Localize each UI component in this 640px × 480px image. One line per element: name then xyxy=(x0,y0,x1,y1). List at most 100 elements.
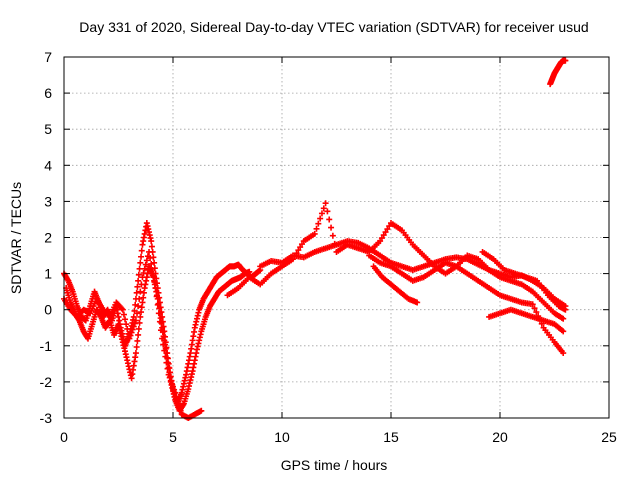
data-point xyxy=(377,238,384,245)
data-point xyxy=(174,396,181,403)
data-point xyxy=(384,226,391,233)
data-point xyxy=(167,377,174,384)
data-point xyxy=(163,359,170,366)
data-point xyxy=(562,306,569,313)
data-point xyxy=(562,57,569,64)
data-point xyxy=(130,313,137,320)
data-point xyxy=(143,257,150,264)
data-point xyxy=(313,225,320,232)
series-sat_h xyxy=(486,306,567,335)
data-point xyxy=(171,386,178,393)
data-point xyxy=(124,325,131,332)
data-point xyxy=(164,365,171,372)
data-point xyxy=(165,371,172,378)
y-tick-label: 1 xyxy=(44,266,52,282)
data-point xyxy=(148,243,155,250)
series-sat_g xyxy=(370,263,421,306)
data-point xyxy=(131,320,138,327)
data-point xyxy=(317,215,324,222)
data-point xyxy=(136,265,143,272)
data-point xyxy=(154,301,161,308)
data-point xyxy=(291,253,298,260)
data-point xyxy=(162,353,169,360)
data-point xyxy=(315,220,322,227)
chart-title: Day 331 of 2020, Sidereal Day-to-day VTE… xyxy=(79,19,588,35)
data-point xyxy=(138,247,145,254)
data-point xyxy=(141,265,148,272)
data-point xyxy=(322,200,329,207)
data-point xyxy=(142,261,149,268)
grid xyxy=(64,57,609,418)
data-point xyxy=(133,344,140,351)
series-sat_j xyxy=(547,57,569,88)
x-tick-label: 0 xyxy=(60,429,68,445)
data-point xyxy=(158,327,165,334)
x-tick-label: 5 xyxy=(169,429,177,445)
data-point xyxy=(380,232,387,239)
series-sat_c xyxy=(61,248,205,421)
data-point xyxy=(311,230,318,237)
data-point xyxy=(295,247,302,254)
y-tick-label: 7 xyxy=(44,49,52,65)
y-tick-label: 5 xyxy=(44,121,52,137)
data-point xyxy=(134,310,141,317)
series-sat_i xyxy=(479,248,569,313)
data-point xyxy=(176,404,183,411)
data-point xyxy=(132,317,139,324)
data-point xyxy=(289,256,296,263)
data-point xyxy=(137,288,144,295)
data-point xyxy=(135,303,142,310)
data-point xyxy=(328,224,335,231)
data-point xyxy=(160,341,167,348)
data-point xyxy=(126,335,133,342)
data-point xyxy=(533,309,540,316)
data-point xyxy=(246,268,253,275)
data-point xyxy=(156,318,163,325)
data-point xyxy=(149,266,156,273)
data-point xyxy=(120,311,127,318)
y-tick-label: -1 xyxy=(40,338,53,354)
series-sat_b xyxy=(63,263,253,414)
data-point xyxy=(331,240,338,247)
y-axis-label: SDTVAR / TECUs xyxy=(8,182,24,294)
data-point xyxy=(386,223,393,230)
y-tick-label: 6 xyxy=(44,85,52,101)
data-point xyxy=(148,260,155,267)
data-point xyxy=(560,328,567,335)
data-point xyxy=(560,315,567,322)
y-tick-label: -2 xyxy=(40,374,53,390)
data-point xyxy=(172,389,179,396)
data-points xyxy=(61,57,569,421)
data-point xyxy=(161,347,168,354)
data-point xyxy=(138,253,145,260)
data-point xyxy=(159,335,166,342)
data-point xyxy=(148,238,155,245)
data-point xyxy=(293,250,300,257)
data-point xyxy=(177,407,184,414)
data-point xyxy=(153,293,160,300)
data-point xyxy=(560,350,567,357)
data-point xyxy=(155,310,162,317)
data-point xyxy=(134,337,141,344)
data-point xyxy=(147,254,154,261)
y-tick-label: 4 xyxy=(44,157,52,173)
data-point xyxy=(378,235,385,242)
series-sat_e xyxy=(224,200,567,322)
data-point xyxy=(198,407,205,414)
data-point xyxy=(318,210,325,217)
data-point xyxy=(123,321,130,328)
data-point xyxy=(150,273,157,280)
data-point xyxy=(297,244,304,251)
data-point xyxy=(329,232,336,239)
data-point xyxy=(135,331,142,338)
data-point xyxy=(529,301,536,308)
data-point xyxy=(531,305,538,312)
data-point xyxy=(137,259,144,266)
data-point xyxy=(382,229,389,236)
data-point xyxy=(140,269,147,276)
data-point xyxy=(119,306,126,313)
y-tick-label: 0 xyxy=(44,302,52,318)
data-point xyxy=(132,350,139,357)
